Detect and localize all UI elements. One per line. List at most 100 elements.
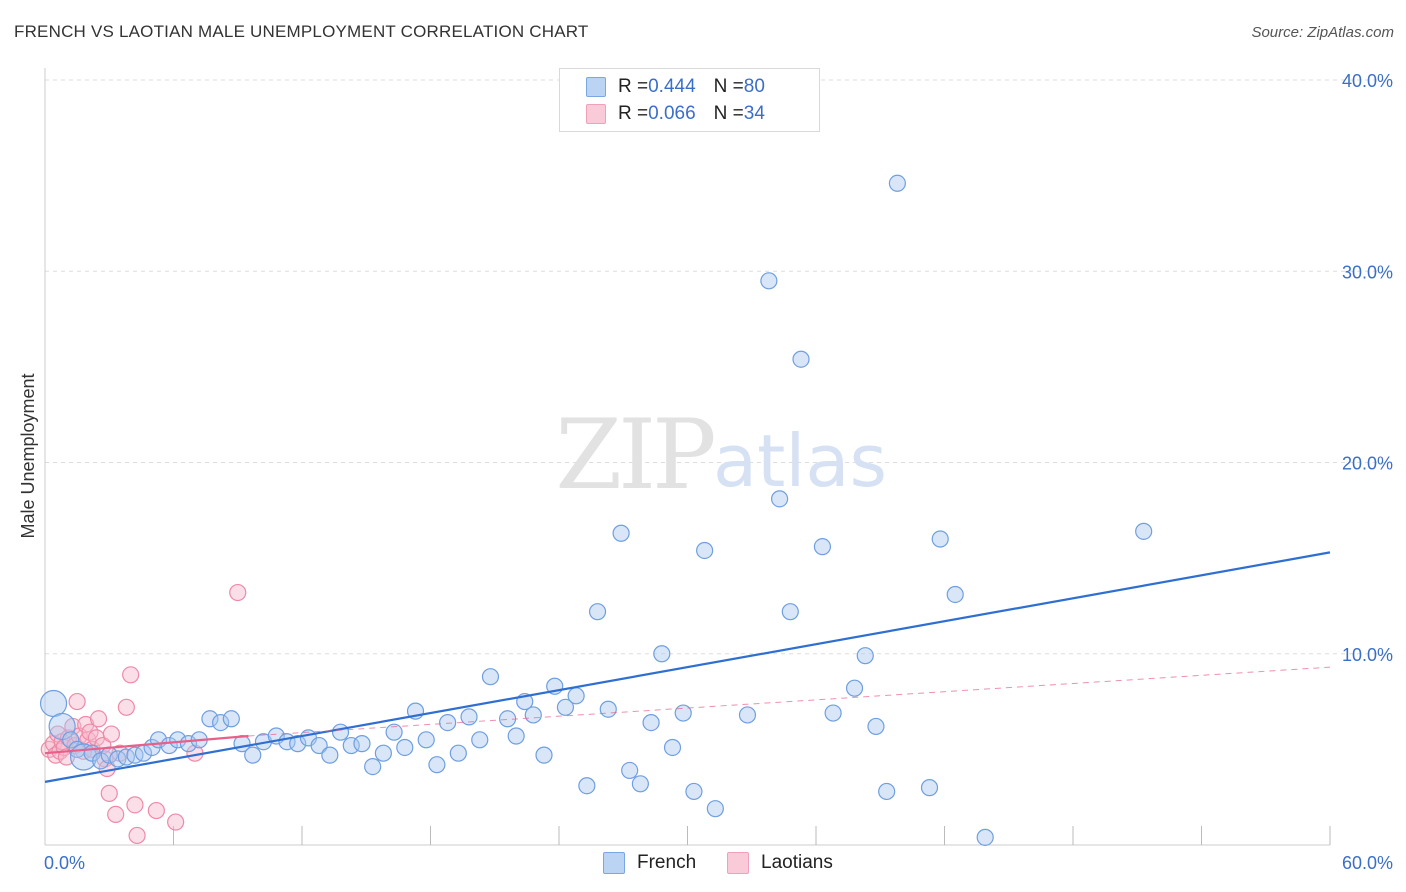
french-point — [653, 645, 671, 663]
french-point — [706, 800, 724, 818]
french-point — [588, 603, 607, 621]
laotian-point — [102, 725, 120, 743]
french-point — [1135, 522, 1153, 540]
french-point — [845, 679, 864, 697]
french-point — [888, 174, 906, 192]
french-point — [663, 738, 682, 757]
trend-lines — [44, 551, 1331, 783]
french-point — [428, 756, 446, 774]
french-n-value: 80 — [743, 76, 765, 97]
french-point — [244, 746, 262, 764]
french-n-label: N = — [713, 76, 744, 97]
french-point — [481, 668, 500, 686]
french-point — [946, 585, 964, 604]
french-point — [792, 350, 810, 368]
french-point — [556, 698, 575, 716]
french-point — [310, 736, 328, 755]
legend-item-laotians[interactable]: Laotians — [727, 852, 833, 874]
y-tick-label: 10.0% — [1342, 645, 1393, 665]
french-point — [169, 731, 187, 749]
french-point — [621, 761, 639, 780]
french-point — [738, 706, 757, 724]
laotian-legend-swatch — [727, 852, 749, 874]
axes — [44, 68, 1331, 846]
laotian-point — [68, 692, 86, 711]
stats-legend: R = 0.444 N = 80 R = 0.066 N = 34 — [559, 68, 820, 132]
grid-lines — [45, 79, 1392, 655]
french-point — [39, 689, 68, 718]
french-swatch — [586, 77, 606, 97]
laotian-legend-label: Laotians — [761, 852, 833, 873]
french-point — [321, 746, 339, 764]
french-legend-swatch — [603, 852, 625, 874]
french-point — [696, 541, 714, 560]
french-point — [824, 704, 842, 722]
laotian-trend-line — [44, 734, 249, 755]
watermark-zip: ZIP — [555, 399, 714, 511]
french-point — [976, 828, 994, 846]
laotian-point — [100, 784, 118, 802]
y-tick-label: 30.0% — [1342, 262, 1393, 282]
source-credit: Source: ZipAtlas.com — [1251, 24, 1394, 41]
laotian-swatch — [586, 104, 606, 124]
laotian-point — [117, 698, 135, 716]
french-point — [374, 744, 392, 762]
french-point — [567, 687, 585, 705]
french-point — [460, 708, 478, 726]
legend-item-french[interactable]: French — [603, 852, 696, 874]
laotian-point — [126, 796, 144, 814]
french-point — [867, 717, 885, 736]
laotian-r-value: 0.066 — [648, 103, 696, 124]
french-point — [212, 713, 230, 732]
laotian-point — [107, 805, 125, 824]
x-tick-label-max: 60.0% — [1342, 853, 1393, 873]
x-tick-label-min: 0.0% — [44, 853, 85, 873]
french-point — [781, 603, 799, 621]
chart-title: FRENCH VS LAOTIAN MALE UNEMPLOYMENT CORR… — [14, 22, 589, 41]
french-point — [524, 706, 542, 724]
french-point — [331, 723, 350, 741]
french-point — [535, 746, 553, 764]
french-point — [631, 775, 649, 793]
french-point — [92, 752, 110, 770]
watermark: ZIP atlas — [555, 399, 887, 511]
laotian-n-value: 34 — [743, 103, 765, 124]
french-point — [878, 782, 896, 801]
french-point — [201, 710, 219, 728]
laotian-point — [229, 583, 247, 602]
axis-labels: 10.0% 20.0% 30.0% 40.0% 0.0% 60.0% Male Unempl… — [18, 71, 1393, 873]
french-point — [62, 731, 80, 749]
french-point — [856, 647, 874, 665]
french-point — [364, 757, 382, 776]
laotian-point — [128, 826, 146, 845]
french-legend-label: French — [637, 852, 697, 873]
french-point — [353, 735, 371, 753]
french-point — [599, 700, 617, 718]
french-point — [439, 713, 457, 732]
french-point — [396, 738, 414, 757]
y-axis-label: Male Unemployment — [18, 373, 38, 538]
y-tick-label: 40.0% — [1342, 71, 1393, 91]
french-r-label: R = — [618, 76, 649, 97]
french-point — [931, 530, 949, 548]
french-point — [813, 538, 832, 556]
french-point — [920, 779, 939, 797]
laotian-point — [122, 666, 140, 684]
french-point — [471, 731, 489, 749]
laotian-point — [81, 723, 99, 741]
y-tick-label: 20.0% — [1342, 454, 1393, 474]
legend-row-french: R = 0.444 N = 80 — [586, 75, 765, 99]
french-trend-line — [44, 551, 1331, 783]
french-point — [222, 710, 240, 728]
french-point — [417, 731, 435, 749]
french-point — [685, 782, 703, 801]
french-point — [642, 713, 660, 732]
laotian-point — [167, 813, 185, 831]
french-point — [674, 704, 692, 722]
french-r-value: 0.444 — [648, 76, 696, 97]
french-point — [449, 744, 467, 762]
french-point — [770, 490, 789, 508]
laotian-trend-extension — [248, 666, 1331, 737]
french-point — [342, 736, 360, 755]
